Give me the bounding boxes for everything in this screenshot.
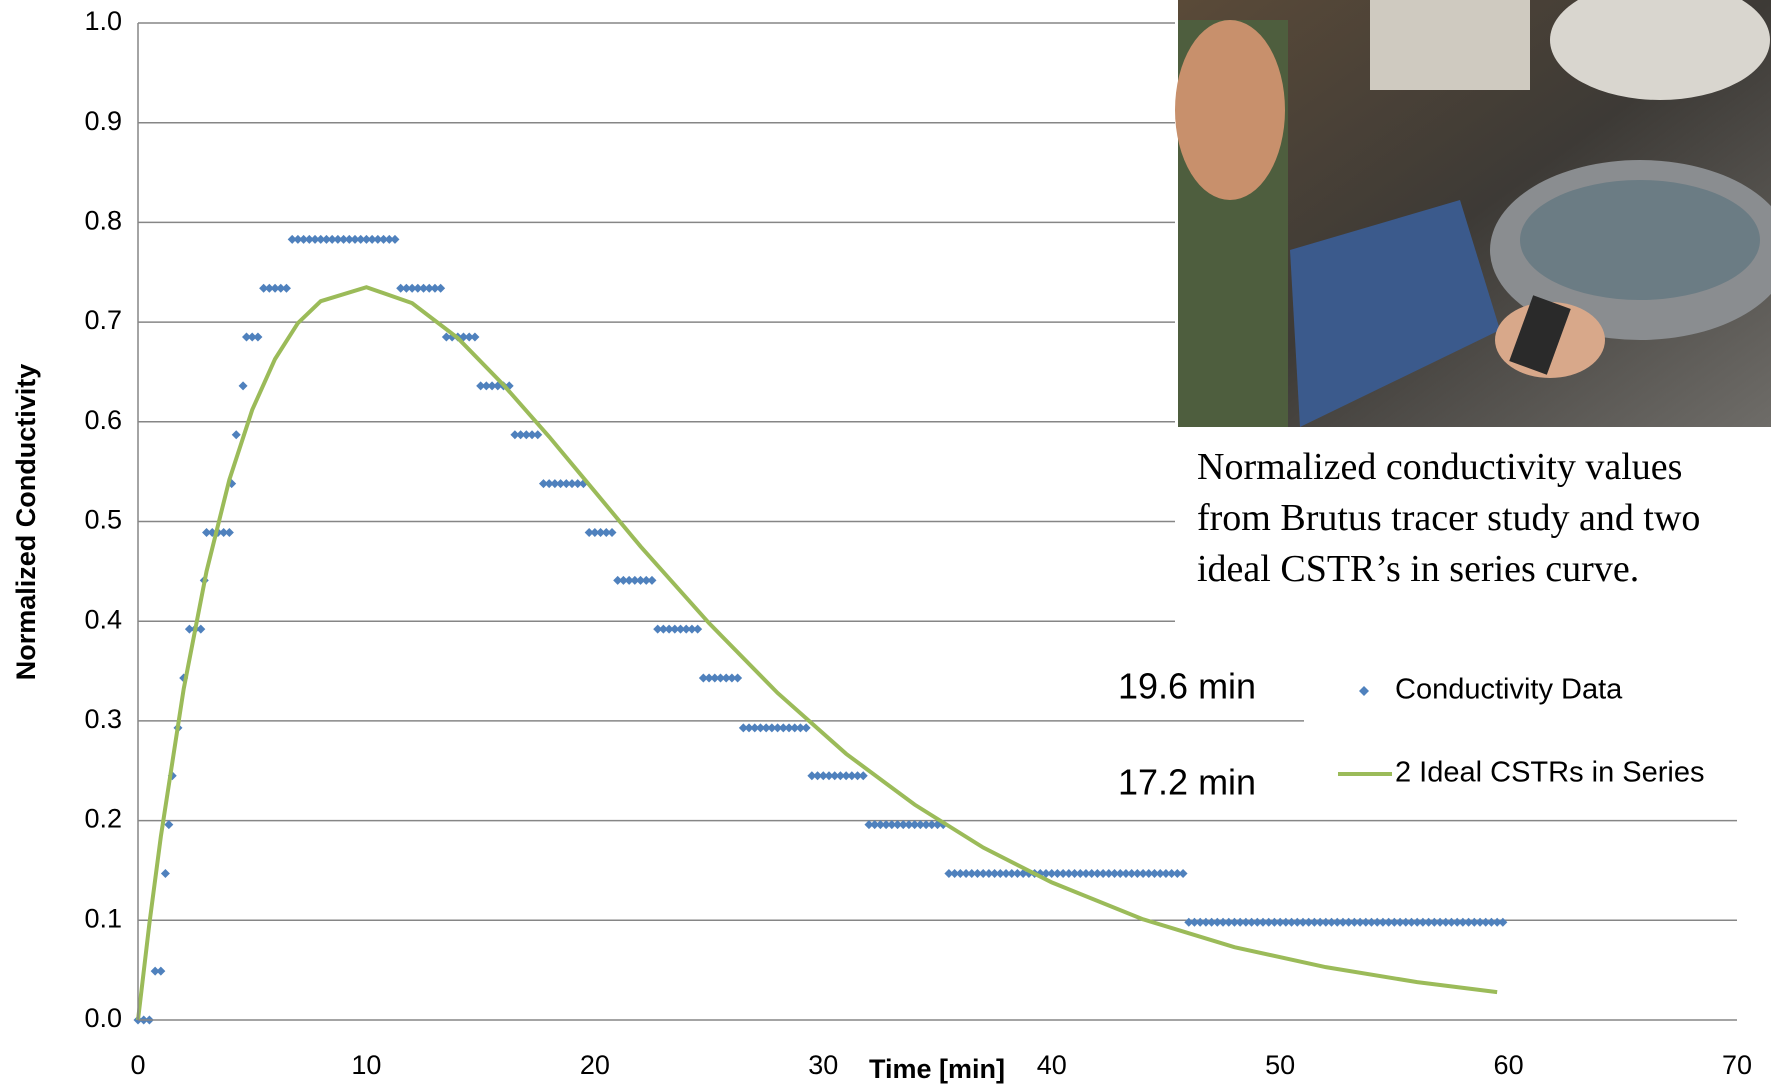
data-point [232, 430, 241, 439]
data-point [607, 528, 616, 537]
data-point [164, 820, 173, 829]
y-tick-label: 0.1 [84, 903, 122, 933]
annotation: 17.2 min [1118, 762, 1256, 803]
y-tick-label: 0.2 [84, 804, 122, 834]
legend-label: Conductivity Data [1395, 674, 1623, 706]
legend-label: 2 Ideal CSTRs in Series [1395, 757, 1704, 789]
data-point [390, 235, 399, 244]
y-tick-label: 1.0 [84, 6, 122, 36]
caption: Normalized conductivity values from Brut… [1197, 442, 1757, 595]
data-point [1498, 918, 1507, 927]
data-point [436, 284, 445, 293]
data-point [859, 771, 868, 780]
y-tick-label: 0.4 [84, 604, 122, 634]
data-point [733, 674, 742, 683]
y-tick-label: 0.5 [84, 505, 122, 535]
x-tick-label: 10 [351, 1050, 381, 1080]
y-tick-label: 0.7 [84, 305, 122, 335]
photo [1175, 0, 1771, 427]
y-tick-label: 0.0 [84, 1003, 122, 1033]
data-point [282, 284, 291, 293]
x-tick-label: 0 [130, 1050, 145, 1080]
data-point [470, 333, 479, 342]
x-tick-label: 50 [1265, 1050, 1295, 1080]
data-point [647, 576, 656, 585]
y-axis-title: Normalized Conductivity [11, 364, 41, 681]
page: Time [min] Normalized Conductivity 19.6 … [0, 0, 1771, 1092]
y-tick-label: 0.9 [84, 106, 122, 136]
data-point [693, 625, 702, 634]
x-tick-label: 30 [808, 1050, 838, 1080]
data-point [253, 333, 262, 342]
y-tick-label: 0.8 [84, 206, 122, 236]
data-point [239, 381, 248, 390]
data-point [802, 723, 811, 732]
data-point [156, 967, 165, 976]
x-tick-label: 70 [1722, 1050, 1752, 1080]
data-point [1179, 869, 1188, 878]
y-tick-label: 0.6 [84, 405, 122, 435]
x-tick-label: 40 [1037, 1050, 1067, 1080]
data-point [161, 869, 170, 878]
data-point [225, 528, 234, 537]
x-tick-label: 60 [1494, 1050, 1524, 1080]
annotation: 19.6 min [1118, 666, 1256, 707]
y-tick-label: 0.3 [84, 704, 122, 734]
x-tick-label: 20 [580, 1050, 610, 1080]
data-point [533, 430, 542, 439]
x-axis-title: Time [min] [869, 1054, 1005, 1084]
